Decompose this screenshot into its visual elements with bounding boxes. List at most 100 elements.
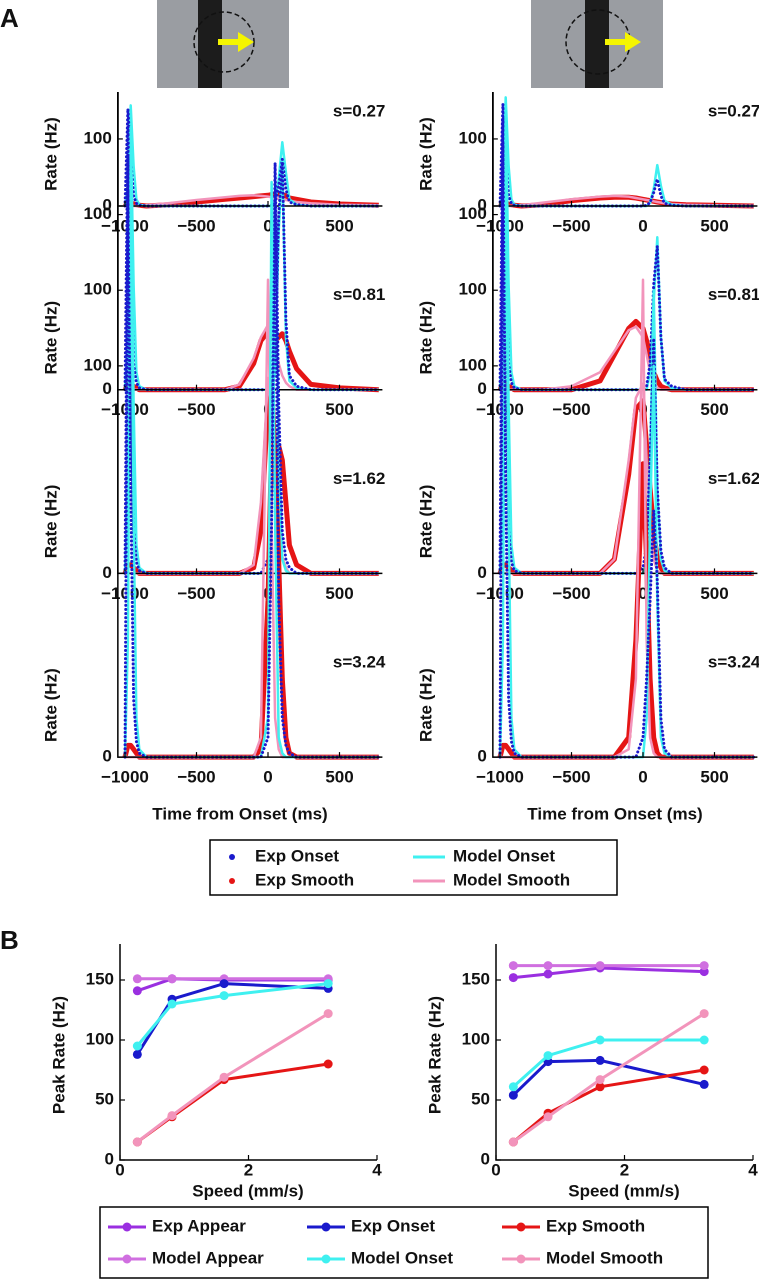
point: [699, 1079, 709, 1089]
annotation: s=3.24: [333, 653, 386, 672]
axis: [117, 92, 383, 575]
x-tick-label: 4: [372, 1160, 382, 1179]
x-tick-label: −500: [177, 584, 215, 603]
series-line: [123, 125, 379, 391]
y-tick-label: 100: [86, 1029, 114, 1048]
stimulus-icon: [531, 0, 663, 88]
legend-box: [209, 839, 618, 896]
point: [699, 1009, 709, 1019]
x-tick-label: 500: [325, 400, 353, 419]
series-line: [125, 323, 379, 391]
series-line: [513, 966, 705, 980]
stimulus-icon: [157, 0, 289, 88]
series-line: [498, 113, 754, 575]
y-tick-label: 100: [458, 280, 486, 299]
series-line: [136, 1062, 329, 1144]
point: [219, 991, 229, 1001]
y-tick-label: 0: [105, 1149, 114, 1168]
point: [323, 979, 333, 989]
series-line: [125, 278, 379, 759]
legend-label: Exp Onset: [351, 1216, 435, 1235]
point: [508, 1082, 518, 1092]
legend-marker: [229, 854, 235, 860]
point: [543, 969, 553, 979]
x-tick-label: −1000: [101, 216, 149, 235]
point: [595, 961, 605, 971]
point: [508, 973, 518, 983]
y-tick-label: 0: [102, 747, 111, 766]
point: [595, 1075, 605, 1085]
point: [543, 1051, 553, 1061]
point: [132, 974, 142, 984]
legend-label: Exp Smooth: [546, 1216, 645, 1235]
series-line: [512, 1068, 705, 1144]
point: [543, 961, 553, 971]
series-line: [500, 278, 754, 759]
x-tick-label: 0: [638, 768, 647, 787]
y-tick-label: 100: [83, 128, 111, 147]
series-line: [122, 441, 379, 760]
x-tick-label: 500: [325, 216, 353, 235]
series-line: [512, 1038, 705, 1088]
point: [132, 986, 142, 996]
y-tick-label: 0: [102, 563, 111, 582]
legend-label: Exp Appear: [152, 1216, 246, 1235]
point: [219, 979, 229, 989]
legend-marker: [122, 1222, 132, 1232]
y-tick-label: 150: [86, 969, 114, 988]
point: [132, 1041, 142, 1051]
point: [219, 1072, 229, 1082]
annotation: s=1.62: [708, 469, 759, 488]
point: [543, 1112, 553, 1122]
x-tick-label: −1000: [476, 768, 524, 787]
point: [595, 1035, 605, 1045]
series-line: [497, 318, 754, 393]
annotation: s=0.27: [333, 101, 385, 120]
annotation: s=1.62: [333, 469, 385, 488]
x-tick-label: 500: [700, 216, 728, 235]
legend-label: Model Smooth: [453, 870, 570, 889]
legend-label: Model Smooth: [546, 1248, 663, 1267]
y-axis-label: Rate (Hz): [416, 485, 435, 559]
x-tick-label: 4: [748, 1160, 758, 1179]
series-line: [122, 329, 379, 393]
annotation: s=0.27: [708, 101, 759, 120]
x-tick-label: −500: [552, 768, 590, 787]
y-tick-label: 150: [462, 969, 490, 988]
point: [132, 1137, 142, 1147]
x-tick-label: −1000: [101, 768, 149, 787]
legend-marker: [122, 1254, 132, 1264]
panel-label: B: [0, 925, 19, 955]
x-tick-label: 0: [638, 216, 647, 235]
point: [508, 961, 518, 971]
x-tick-label: 0: [491, 1160, 500, 1179]
point: [699, 961, 709, 971]
y-axis-label: Rate (Hz): [41, 668, 60, 742]
point: [323, 1009, 333, 1019]
series-line: [123, 125, 381, 392]
point: [167, 974, 177, 984]
x-tick-label: 500: [325, 584, 353, 603]
series-line: [123, 104, 379, 208]
point: [132, 1049, 142, 1059]
point: [508, 1090, 518, 1100]
legend-marker: [321, 1222, 331, 1232]
axis: [117, 92, 383, 391]
y-axis-label: Peak Rate (Hz): [49, 996, 68, 1114]
y-tick-label: 100: [83, 355, 111, 374]
y-tick-label: 0: [102, 195, 111, 214]
y-axis-label: Rate (Hz): [416, 117, 435, 191]
y-tick-label: 0: [102, 379, 111, 398]
y-tick-label: 100: [458, 355, 486, 374]
series-line: [498, 104, 754, 391]
series-line: [512, 1058, 705, 1097]
point: [167, 999, 177, 1009]
legend-marker: [229, 878, 235, 884]
series-line: [512, 1012, 706, 1144]
x-tick-label: 500: [700, 400, 728, 419]
y-tick-label: 50: [95, 1089, 114, 1108]
x-axis-label: Speed (mm/s): [568, 1181, 679, 1200]
y-tick-label: 50: [471, 1089, 490, 1108]
x-tick-label: 2: [244, 1160, 253, 1179]
